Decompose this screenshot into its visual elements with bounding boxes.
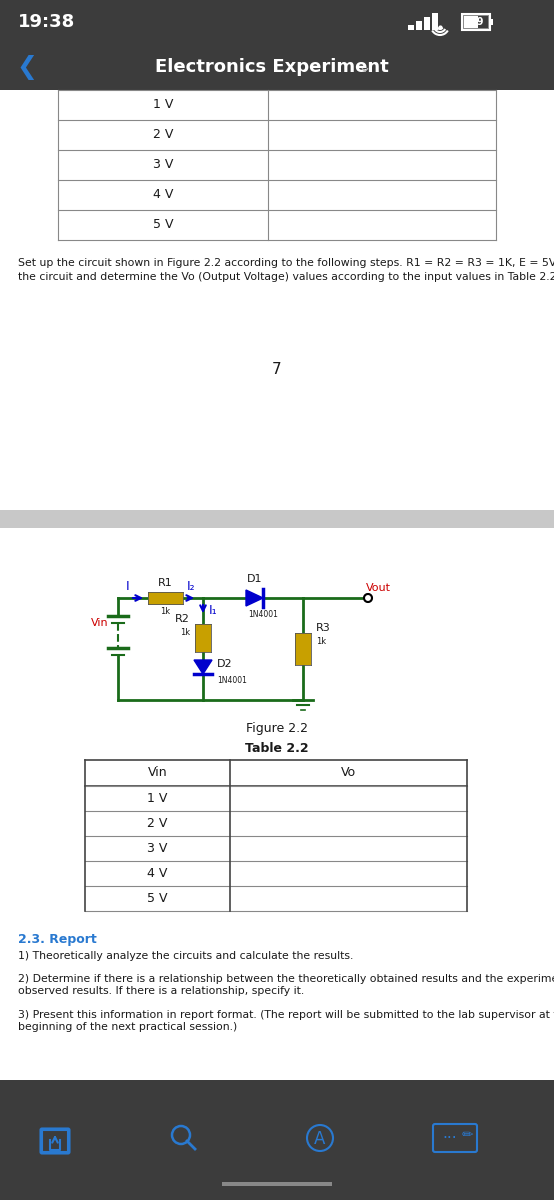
Bar bbox=[408, 25, 414, 30]
Text: ⌄: ⌄ bbox=[358, 58, 372, 76]
Bar bbox=[490, 19, 493, 25]
Text: 1) Theoretically analyze the circuits and calculate the results.: 1) Theoretically analyze the circuits an… bbox=[18, 950, 353, 961]
Text: I₂: I₂ bbox=[187, 581, 196, 594]
Text: 4 V: 4 V bbox=[147, 866, 168, 880]
Text: 5 V: 5 V bbox=[153, 218, 173, 232]
Bar bbox=[416, 20, 422, 30]
Bar bbox=[432, 13, 438, 30]
Text: 3 V: 3 V bbox=[153, 158, 173, 172]
Text: 1k: 1k bbox=[180, 628, 190, 637]
Text: Table 2.2: Table 2.2 bbox=[245, 742, 309, 755]
Polygon shape bbox=[194, 660, 212, 674]
Text: R2: R2 bbox=[175, 614, 190, 624]
Text: 39: 39 bbox=[470, 17, 484, 26]
Text: 2.3. Report: 2.3. Report bbox=[18, 934, 97, 946]
Bar bbox=[0, 0, 554, 44]
Text: R1: R1 bbox=[158, 578, 173, 588]
Text: Vin: Vin bbox=[91, 618, 109, 628]
Bar bbox=[0, 1090, 554, 1200]
Bar bbox=[464, 16, 478, 28]
Bar bbox=[0, 90, 554, 510]
Text: 2 V: 2 V bbox=[153, 128, 173, 142]
Bar bbox=[0, 528, 554, 1080]
Text: 2) Determine if there is a relationship between the theoretically obtained resul: 2) Determine if there is a relationship … bbox=[18, 974, 554, 996]
Bar bbox=[195, 624, 211, 652]
Text: Figure 2.2: Figure 2.2 bbox=[246, 722, 308, 734]
Text: ❮: ❮ bbox=[16, 54, 37, 79]
Text: 3) Present this information in report format. (The report will be submitted to t: 3) Present this information in report fo… bbox=[18, 1010, 554, 1032]
Text: 7: 7 bbox=[272, 362, 282, 378]
Text: 5 V: 5 V bbox=[147, 892, 168, 905]
Bar bbox=[462, 14, 490, 30]
Text: Electronics Experiment: Electronics Experiment bbox=[155, 58, 389, 76]
Text: 1N4001: 1N4001 bbox=[217, 676, 247, 685]
Bar bbox=[42, 1130, 68, 1152]
Circle shape bbox=[364, 594, 372, 602]
Circle shape bbox=[364, 594, 372, 602]
Text: ✏: ✏ bbox=[461, 1128, 473, 1142]
Text: Vo: Vo bbox=[341, 767, 356, 780]
Text: 1N4001: 1N4001 bbox=[248, 610, 278, 619]
Bar bbox=[424, 17, 430, 30]
Bar bbox=[295, 634, 311, 665]
Text: D2: D2 bbox=[217, 659, 233, 670]
Text: D1: D1 bbox=[247, 574, 263, 584]
Bar bbox=[0, 44, 554, 90]
Polygon shape bbox=[246, 590, 263, 606]
Text: 1k: 1k bbox=[161, 607, 171, 616]
Text: 4 V: 4 V bbox=[153, 188, 173, 202]
Text: Set up the circuit shown in Figure 2.2 according to the following steps. R1 = R2: Set up the circuit shown in Figure 2.2 a… bbox=[18, 258, 554, 268]
Text: 1 V: 1 V bbox=[147, 792, 168, 805]
Text: the circuit and determine the Vo (Output Voltage) values according to the input : the circuit and determine the Vo (Output… bbox=[18, 272, 554, 282]
Text: 3 V: 3 V bbox=[147, 842, 168, 854]
Text: 1k: 1k bbox=[316, 637, 326, 646]
Text: Vout: Vout bbox=[366, 583, 391, 593]
Text: 2 V: 2 V bbox=[147, 817, 168, 830]
Text: ···: ··· bbox=[443, 1132, 457, 1146]
Bar bbox=[148, 592, 183, 605]
Bar bbox=[0, 510, 554, 528]
Text: I₁: I₁ bbox=[209, 604, 217, 617]
Text: I: I bbox=[126, 581, 130, 594]
Text: Vin: Vin bbox=[148, 767, 167, 780]
Text: 1 V: 1 V bbox=[153, 98, 173, 112]
Text: R3: R3 bbox=[316, 623, 331, 634]
Text: 19:38: 19:38 bbox=[18, 13, 75, 31]
Text: A: A bbox=[314, 1130, 326, 1148]
Bar bbox=[464, 16, 488, 28]
Bar bbox=[222, 1182, 332, 1186]
